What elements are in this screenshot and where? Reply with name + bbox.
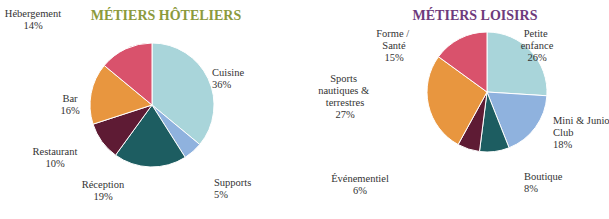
label-line: Hébergement <box>5 8 61 19</box>
pie-chart: MÉTIERS HÔTELIERS Cuisine36% Supports5% Réc… <box>5 7 252 202</box>
chart-canvas: MÉTIERS HÔTELIERS Cuisine36% Supports5% Réc… <box>0 0 609 219</box>
label-line: enfance <box>521 40 554 51</box>
slice-value-label: 5% <box>214 189 228 200</box>
slice-category-label: Restaurant <box>33 146 78 157</box>
slice-value-label: 36% <box>212 79 232 90</box>
slice-category-label: Petite enfance <box>521 28 554 51</box>
label-line: Petite <box>524 28 551 39</box>
slice-value-label: 15% <box>384 52 404 63</box>
slice-category-label: Réception <box>82 179 125 190</box>
slice-value-label: 10% <box>45 158 65 169</box>
slice-category-label: Mini & Junior Club <box>553 115 609 138</box>
slice-value-label: 6% <box>353 185 367 196</box>
chart-title: MÉTIERS LOISIRS <box>413 7 538 23</box>
label-line: nautiques & <box>318 85 372 96</box>
pie-slice <box>438 32 487 92</box>
label-line: Forme / <box>376 28 412 39</box>
label-line: Bar <box>62 93 78 104</box>
slice-category-label: Boutique <box>524 171 563 182</box>
slice-value-label: 18% <box>553 139 573 150</box>
slice-category-label: Événementiel <box>331 173 389 184</box>
slice-category-label: Bar <box>62 93 78 104</box>
slice-category-label: Sports nautiques & terrestres <box>318 73 372 108</box>
label-line: terrestres <box>326 97 364 108</box>
label-line: Mini & Junior <box>553 115 609 126</box>
label-line: Réception <box>82 179 125 190</box>
slice-value-label: 26% <box>527 52 547 63</box>
label-line: Supports <box>214 177 251 188</box>
label-line: Cuisine <box>212 67 244 78</box>
slice-category-label: Cuisine <box>212 67 244 78</box>
slice-labels: Cuisine36% Supports5% Réception19% Restaura… <box>5 8 252 202</box>
label-line: Restaurant <box>33 146 78 157</box>
slice-category-label: Hébergement <box>5 8 61 19</box>
slice-value-label: 16% <box>60 105 80 116</box>
slice-value-label: 27% <box>335 109 355 120</box>
label-line: Santé <box>382 40 406 51</box>
label-line: Événementiel <box>331 173 389 184</box>
label-line: Club <box>553 127 573 138</box>
pie-slice <box>104 43 152 105</box>
slice-value-label: 8% <box>524 183 538 194</box>
slice-labels: Petite enfance26% Mini & Junior Club18% Bo… <box>318 28 609 196</box>
slice-value-label: 19% <box>93 191 113 202</box>
label-line: Boutique <box>524 171 563 182</box>
slice-category-label: Supports <box>214 177 251 188</box>
slice-category-label: Forme / Santé <box>376 28 412 51</box>
slice-value-label: 14% <box>23 20 43 31</box>
pie-chart: MÉTIERS LOISIRS Petite enfance26% Mini & J… <box>318 7 609 196</box>
label-line: Sports <box>330 73 359 84</box>
slices <box>90 43 214 167</box>
chart-title: MÉTIERS HÔTELIERS <box>91 7 242 23</box>
